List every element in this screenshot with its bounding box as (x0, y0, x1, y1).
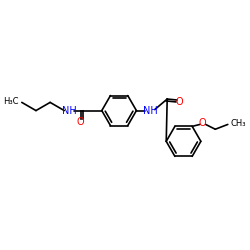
Text: NH: NH (62, 106, 76, 116)
Text: O: O (77, 117, 84, 127)
Text: O: O (199, 118, 206, 128)
Text: H₃C: H₃C (4, 97, 19, 106)
Text: O: O (176, 97, 184, 107)
Text: NH: NH (142, 106, 157, 116)
Text: CH₃: CH₃ (231, 119, 246, 128)
